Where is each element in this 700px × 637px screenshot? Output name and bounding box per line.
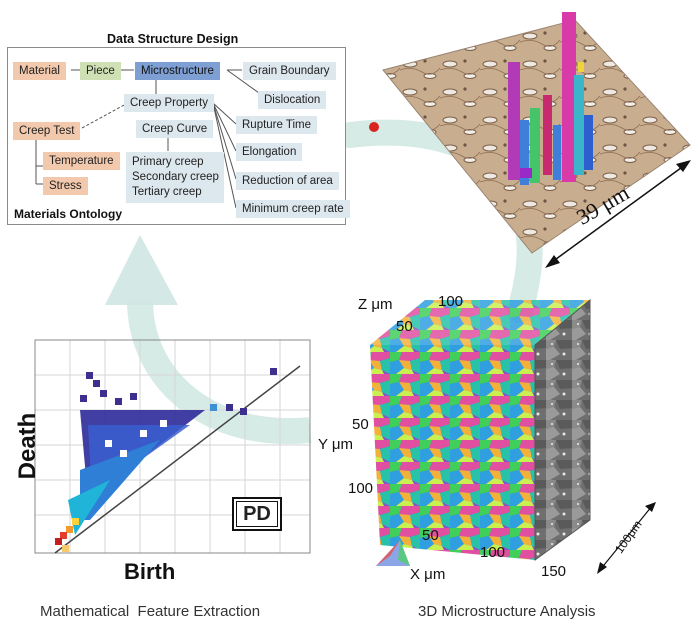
z-tick-50: 50 (396, 318, 413, 335)
caption-3d-analysis: 3D Microstructure Analysis (418, 603, 596, 620)
z-tick-100: 100 (438, 293, 463, 310)
caption-feature-extraction: Mathematical Feature Extraction (40, 603, 260, 620)
x-tick-100: 100 (480, 544, 505, 561)
y-axis-label: Y μm (318, 436, 353, 453)
x-tick-50: 50 (422, 527, 439, 544)
x-tick-150: 150 (541, 563, 566, 580)
x-axis-label: X μm (410, 566, 445, 583)
z-axis-label: Z μm (358, 296, 392, 313)
y-tick-100: 100 (348, 480, 373, 497)
y-tick-50: 50 (352, 416, 369, 433)
